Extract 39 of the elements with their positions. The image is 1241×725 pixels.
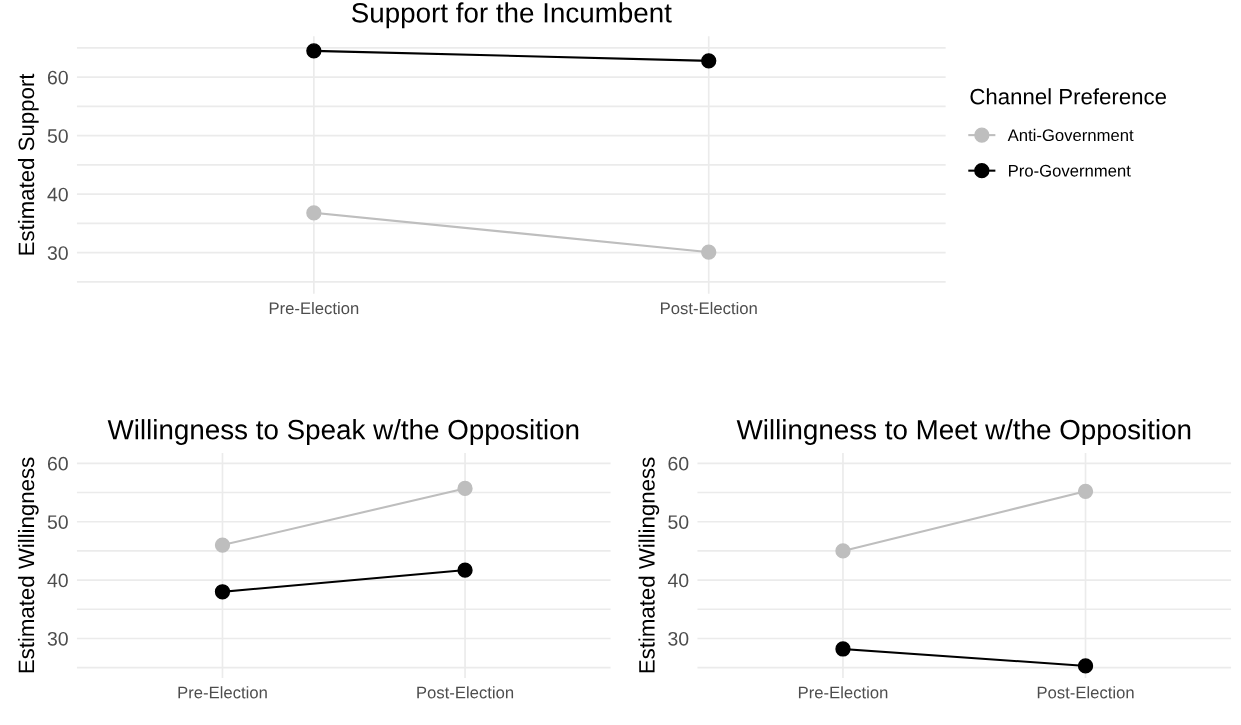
legend-label: Anti-Government xyxy=(1007,128,1134,142)
x-tick-label: Post-Election xyxy=(1037,686,1134,699)
y-tick-label: 60 xyxy=(47,70,68,85)
y-axis-title: Estimated Willingness xyxy=(638,457,660,673)
chart-title: Support for the Incumbent xyxy=(351,2,672,29)
y-tick-label: 50 xyxy=(47,129,68,143)
x-tick-label: Pre-Election xyxy=(798,686,888,699)
point xyxy=(214,537,231,553)
y-tick-label: 30 xyxy=(47,246,68,260)
point xyxy=(306,205,322,221)
y-tick-label: 40 xyxy=(47,573,68,588)
y-tick-label: 30 xyxy=(668,631,689,646)
y-tick-label: 50 xyxy=(668,515,689,529)
x-tick-label: Pre-Election xyxy=(269,301,359,315)
chart-title: Willingness to Speak w/the Opposition xyxy=(107,419,579,445)
chart-title: Willingness to Meet w/the Opposition xyxy=(736,419,1191,445)
y-tick-label: 40 xyxy=(47,187,68,202)
y-axis-title: Estimated Support xyxy=(17,73,39,255)
x-tick-label: Pre-Election xyxy=(178,686,267,699)
x-tick-label: Post-Election xyxy=(661,301,757,315)
point xyxy=(214,584,231,600)
legend-label: Pro-Government xyxy=(1009,164,1131,177)
x-tick-label: Post-Election xyxy=(417,686,514,699)
point xyxy=(835,543,851,559)
y-tick-label: 60 xyxy=(47,456,68,471)
point xyxy=(1077,658,1094,674)
point xyxy=(457,480,473,497)
point xyxy=(701,244,717,260)
point xyxy=(701,53,717,69)
y-axis-title: Estimated Willingness xyxy=(17,457,39,673)
point xyxy=(457,562,473,578)
point xyxy=(1077,483,1094,500)
point xyxy=(835,641,851,657)
legend-title: Channel Preference xyxy=(970,88,1166,105)
y-tick-label: 50 xyxy=(47,515,68,529)
point xyxy=(306,43,322,59)
y-tick-label: 30 xyxy=(47,631,68,646)
y-tick-label: 40 xyxy=(667,573,689,588)
y-tick-label: 60 xyxy=(668,456,689,471)
